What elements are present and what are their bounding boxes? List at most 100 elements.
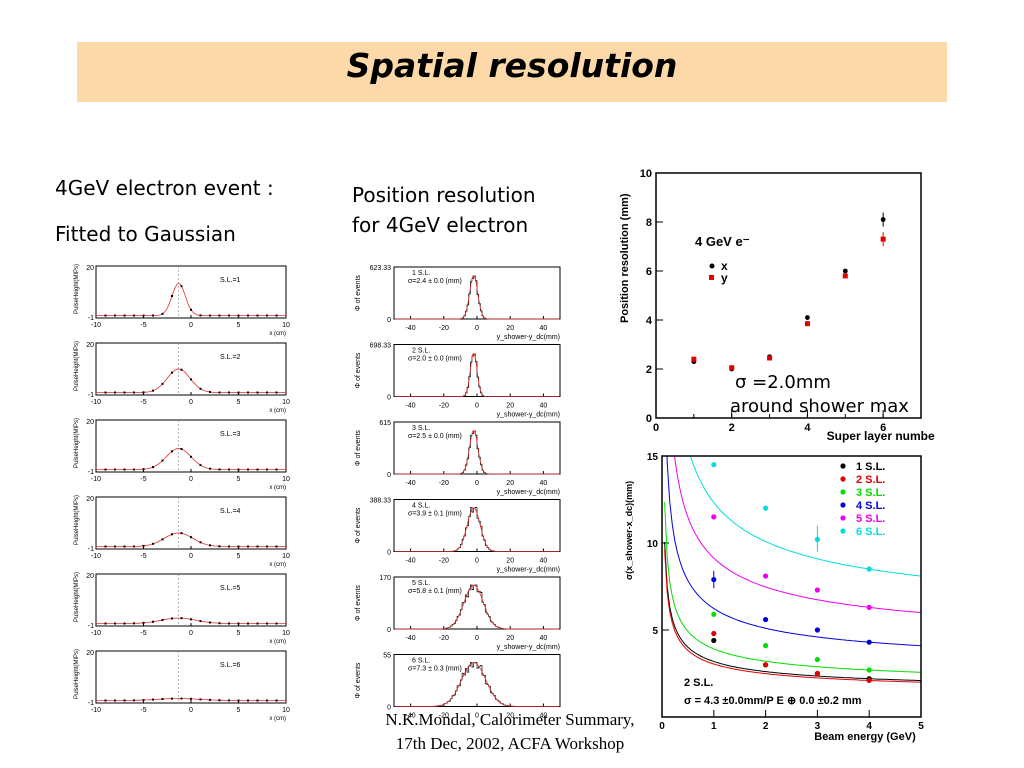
data-point <box>199 387 202 390</box>
y-max-label: 698.33 <box>370 343 392 350</box>
data-point <box>237 468 240 471</box>
gaussian-fit <box>96 448 286 470</box>
data-point <box>814 670 820 677</box>
x-tick-label: 40 <box>540 635 548 642</box>
data-point <box>171 450 173 453</box>
data-point <box>123 391 126 394</box>
y-tick-label: 6 <box>646 266 652 278</box>
data-point <box>123 699 126 702</box>
data-point <box>142 468 145 471</box>
data-point <box>190 308 192 311</box>
data-point <box>104 622 107 625</box>
x-tick-label: 10 <box>282 322 290 329</box>
y-tick-label: 20 <box>86 496 94 503</box>
x-axis-label: x (cm) <box>269 408 286 414</box>
data-point <box>711 637 717 644</box>
x-tick-label: -40 <box>406 635 416 642</box>
y-tick-label: -1 <box>88 623 94 630</box>
data-point <box>256 468 259 471</box>
data-point <box>247 468 249 471</box>
data-point <box>711 462 717 468</box>
legend-label: 5 S.L. <box>856 513 885 525</box>
data-point <box>142 314 145 317</box>
data-point <box>161 698 164 701</box>
data-point <box>228 391 230 394</box>
y-max-label: 170 <box>379 575 391 582</box>
data-point <box>247 545 249 548</box>
x-tick-label: -40 <box>406 558 416 565</box>
data-point <box>228 622 230 625</box>
sigma-label: σ=3.9 ± 0.1 (mm) <box>408 511 462 518</box>
fit-curves <box>664 456 921 683</box>
data-point <box>142 391 145 394</box>
data-point <box>866 639 872 645</box>
data-point <box>763 643 769 649</box>
y-tick-label: -1 <box>88 546 94 553</box>
slide-title: Spatial resolution <box>346 46 678 85</box>
histogram-panel: Φ of events 698.33 0 -40 -20 0 20 40 y_shower-y_… <box>355 343 561 419</box>
y-axis-label: Φ of events <box>355 430 362 466</box>
data-point <box>247 622 249 625</box>
gaussian-fit <box>394 507 560 552</box>
x-tick-label: 0 <box>189 322 193 329</box>
data-point <box>711 514 717 520</box>
gaussian-fit <box>394 584 560 630</box>
y-tick-label: 20 <box>86 419 94 426</box>
data-point <box>209 467 211 470</box>
data-point <box>190 536 192 539</box>
y-axis-label: Φ of events <box>355 585 362 621</box>
panel-frame <box>95 650 287 704</box>
x-tick-label: 5 <box>237 630 241 637</box>
histogram-panel: Φ of events550-40-2002040y_shower-y_dc(m… <box>355 653 561 720</box>
data-point <box>691 356 697 362</box>
x-tick-label: -5 <box>140 322 146 329</box>
y-axis-label: PulseHeight(MIPs) <box>74 572 80 622</box>
data-point <box>814 656 820 663</box>
data-point <box>152 389 154 392</box>
sigma-note-line2: around shower max <box>730 396 909 417</box>
data-point <box>266 545 268 548</box>
y-max-label: 615 <box>379 420 391 427</box>
histogram-panel: Φ of events 170 0 -40 -20 0 20 40 y_shower-y_dc(… <box>355 575 561 651</box>
x-tick-label: 0 <box>475 403 479 410</box>
x-tick-label: -5 <box>140 707 146 714</box>
event-panel: PulseHeight(MIPs) 20 -1-10 -5 0 5 10 x (cm) S.L.… <box>74 264 290 337</box>
data-point <box>123 622 126 625</box>
data-point <box>104 314 107 317</box>
data-point <box>104 545 107 548</box>
data-point <box>190 697 192 700</box>
data-point <box>123 468 126 471</box>
data-point <box>133 468 135 471</box>
data-point <box>104 699 107 702</box>
data-point <box>247 699 249 702</box>
data-point <box>866 677 872 684</box>
data-point <box>711 611 717 617</box>
legend-label: 4 S.L. <box>856 500 885 512</box>
data-point <box>133 699 135 702</box>
data-point <box>218 622 221 625</box>
data-point <box>247 391 249 394</box>
data-point <box>114 468 116 471</box>
data-point <box>729 365 735 371</box>
x-tick-label: 4 <box>804 422 811 434</box>
data-point <box>199 464 202 467</box>
legend-label: 2 S.L. <box>856 474 885 486</box>
data-point <box>228 314 230 317</box>
gaussian-fit <box>394 662 560 707</box>
x-tick-label: 20 <box>506 635 514 642</box>
data-point <box>266 622 268 625</box>
panel-label: S.L.=5 <box>220 585 241 592</box>
data-point <box>237 391 240 394</box>
data-point <box>161 538 164 541</box>
legend-marker <box>840 463 846 469</box>
data-point <box>256 545 259 548</box>
data-point <box>866 604 872 610</box>
x-tick-label: 0 <box>189 476 193 483</box>
footer-line1: N.K.Mondal, Calorimeter Summary, <box>385 710 635 729</box>
legend-marker <box>840 476 846 482</box>
sl-label: 5 S.L. <box>412 580 430 587</box>
y-tick-label: 0 <box>646 413 652 425</box>
data-point <box>805 315 810 320</box>
x-tick-label: 10 <box>282 399 290 406</box>
